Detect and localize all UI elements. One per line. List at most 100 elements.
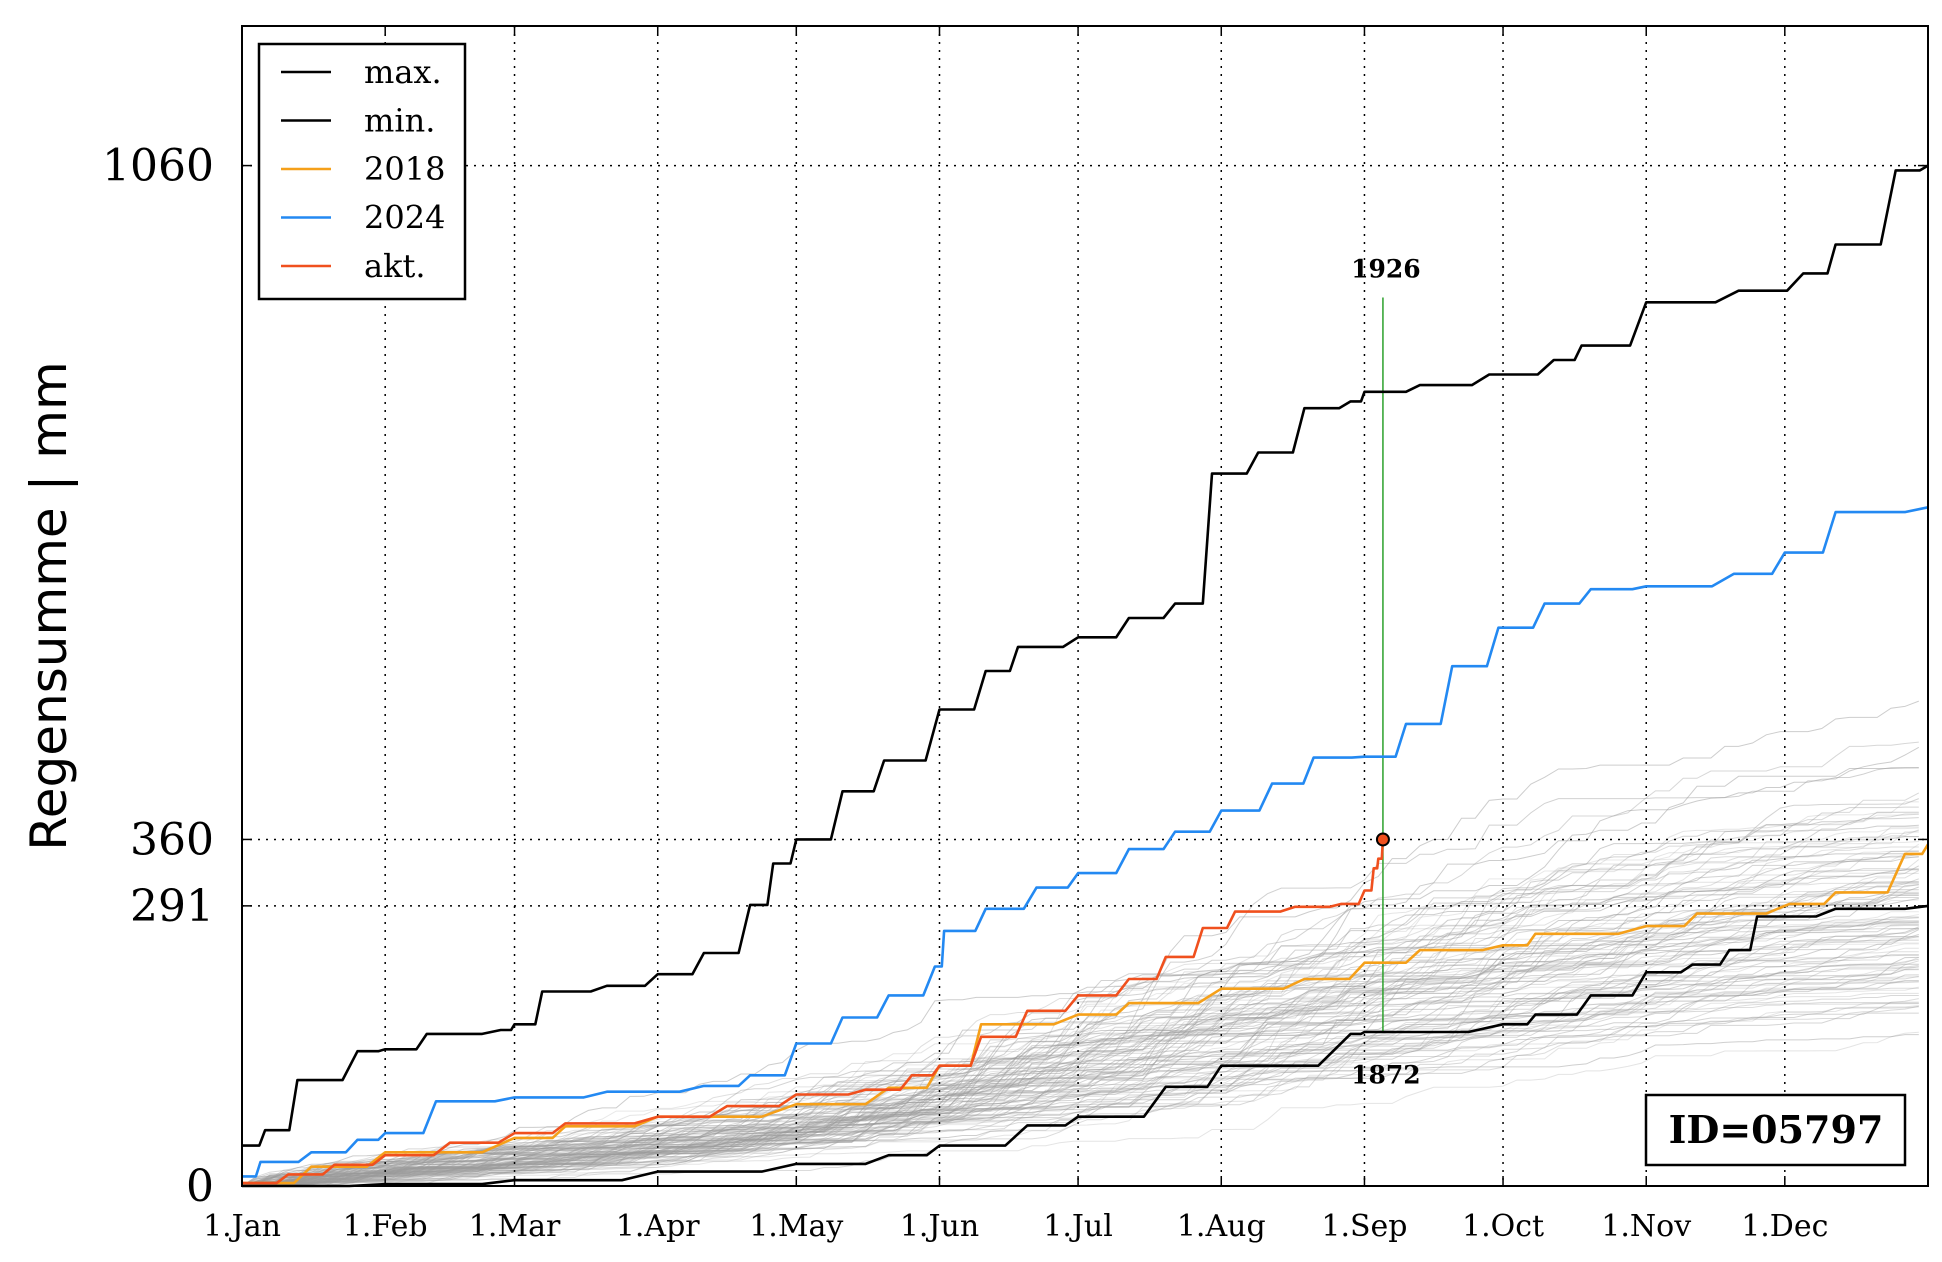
historic-year-line (242, 843, 1920, 1187)
historic-year-line (241, 954, 1919, 1187)
x-tick-label: 1.Dec (1741, 1209, 1828, 1244)
x-tick-label: 1.Mar (469, 1209, 561, 1244)
historic-year-line (242, 806, 1919, 1187)
historic-year-line (242, 917, 1919, 1187)
series-lines (242, 164, 1930, 1188)
legend: max. min. 2018 2024 akt. (257, 42, 467, 301)
current-value-marker (1375, 832, 1390, 847)
legend-entry-label: 2024 (364, 199, 445, 237)
historic-year-line (241, 798, 1919, 1187)
historic-year-line (242, 811, 1919, 1187)
historic-year-line (241, 975, 1919, 1187)
historic-year-line (241, 853, 1919, 1187)
historic-year-line (242, 881, 1919, 1187)
historic-year-line (242, 966, 1919, 1187)
historic-year-line (242, 956, 1919, 1187)
historic-year-line (241, 792, 1920, 1187)
historic-year-line (241, 951, 1919, 1187)
historic-year-line (241, 916, 1919, 1187)
historic-year-line (242, 893, 1919, 1187)
historic-year-line (242, 878, 1919, 1187)
historic-year-line (242, 995, 1919, 1187)
historic-year-line (242, 891, 1919, 1187)
x-tick-label: 1.Apr (616, 1209, 700, 1244)
historic-year-line (241, 987, 1919, 1187)
y-tick-label: 1060 (102, 141, 214, 192)
historic-year-line (241, 922, 1919, 1187)
historic-year-line (242, 746, 1920, 1187)
historic-year-line (241, 869, 1919, 1187)
historic-years-lines (241, 700, 1920, 1187)
id-box: ID=05797 (1644, 1093, 1907, 1167)
historic-year-line (242, 801, 1919, 1187)
historic-year-line (241, 928, 1919, 1187)
x-tick-label: 1.Jul (1043, 1209, 1113, 1244)
historic-year-line (241, 911, 1919, 1187)
y-tick-label: 360 (130, 814, 214, 865)
historic-year-line (242, 927, 1919, 1187)
historic-year-line (242, 813, 1919, 1187)
historic-year-line (242, 963, 1919, 1187)
x-tick-label: 1.Sep (1321, 1209, 1407, 1244)
historic-year-line (241, 992, 1919, 1187)
legend-entry-label: min. (364, 102, 435, 140)
historic-year-line (242, 935, 1919, 1187)
historic-year-line (241, 767, 1919, 1187)
historic-year-line (241, 923, 1919, 1187)
series-line-max (242, 164, 1929, 1147)
x-tick-label: 1.Nov (1601, 1209, 1691, 1244)
historic-year-line (241, 836, 1919, 1187)
historic-year-line (242, 986, 1919, 1187)
legend-box (257, 42, 467, 301)
y-tick-label: 0 (186, 1161, 214, 1212)
historic-year-line (242, 883, 1919, 1187)
id-box-text: ID=05797 (1669, 1107, 1884, 1152)
x-tick-label: 1.Jan (203, 1209, 281, 1244)
historic-year-line (241, 884, 1919, 1187)
historic-year-line (241, 767, 1919, 1187)
min-year-annotation: 1872 (1351, 1061, 1421, 1090)
historic-year-line (241, 980, 1919, 1187)
historic-year-line (242, 886, 1919, 1187)
historic-year-line (241, 827, 1919, 1187)
historic-year-line (241, 859, 1920, 1187)
historic-year-line (242, 700, 1919, 1187)
series-line-akt (242, 839, 1385, 1185)
historic-year-line (241, 892, 1919, 1187)
historic-year-line (241, 998, 1919, 1187)
historic-year-line (241, 942, 1919, 1187)
historic-year-line (241, 898, 1919, 1187)
historic-year-line (241, 964, 1919, 1187)
historic-year-line (242, 829, 1919, 1187)
historic-year-line (241, 924, 1919, 1187)
historic-year-line (242, 817, 1919, 1187)
historic-year-line (241, 813, 1919, 1187)
historic-year-line (241, 869, 1919, 1187)
historic-year-line (241, 969, 1919, 1187)
plot-frame (241, 25, 1929, 1187)
x-axis-ticks: 1.Jan 1.Feb 1.Mar 1.Apr 1.May 1.Jun 1.Jul 1.Aug… (203, 26, 1828, 1244)
y-axis-ticks: 0 291 360 1060 (102, 141, 1928, 1212)
historic-year-line (242, 1002, 1919, 1187)
historic-year-line (241, 884, 1919, 1187)
historic-year-line (242, 920, 1919, 1187)
historic-year-line (241, 936, 1919, 1187)
legend-entry-label: akt. (364, 247, 426, 285)
annotations: 1926 1872 (1351, 255, 1421, 1090)
historic-year-line (242, 854, 1919, 1187)
historic-year-line (241, 921, 1919, 1187)
x-tick-label: 1.Feb (343, 1209, 428, 1244)
historic-year-line (241, 939, 1919, 1187)
historic-year-line (241, 865, 1920, 1187)
y-axis-label: Regensumme | mm (20, 361, 78, 850)
historic-year-line (241, 897, 1919, 1187)
y-tick-label: 291 (130, 881, 214, 932)
historic-year-line (241, 889, 1919, 1187)
x-tick-label: 1.Aug (1177, 1209, 1266, 1244)
historic-year-line (241, 926, 1919, 1187)
historic-year-line (241, 841, 1919, 1187)
historic-year-line (242, 1001, 1919, 1187)
historic-year-line (241, 934, 1919, 1187)
historic-year-line (241, 830, 1919, 1187)
